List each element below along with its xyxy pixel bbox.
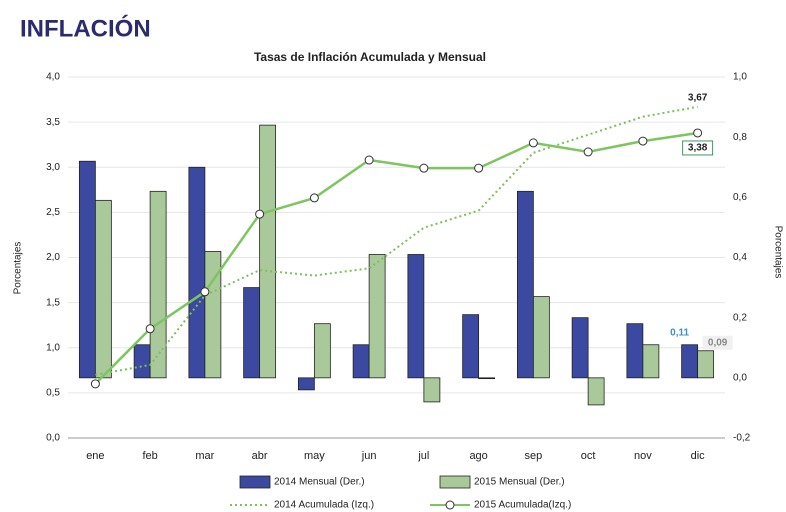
value-label-box [682, 140, 714, 156]
value-label: 0,11 [670, 327, 689, 338]
chart-title: Tasas de Inflación Acumulada y Mensual [254, 50, 486, 64]
marker [528, 138, 538, 148]
bar [188, 166, 206, 379]
marker [583, 147, 593, 157]
marker [309, 193, 319, 203]
legend-swatch [239, 475, 271, 489]
bar [133, 344, 151, 379]
marker [145, 324, 155, 334]
x-tick-label: jul [417, 450, 429, 462]
x-tick-label: dic [691, 450, 706, 462]
y2-tick-label: 0,2 [733, 312, 747, 323]
x-tick-label: nov [634, 450, 652, 462]
bar [478, 377, 496, 380]
x-tick-label: ene [86, 450, 104, 462]
y-tick-label: 1,5 [46, 297, 60, 308]
bar [204, 251, 222, 379]
marker [419, 163, 429, 173]
legend-swatch [439, 475, 471, 489]
y-tick-label: 2,0 [46, 252, 60, 263]
y-tick-label: 0,5 [46, 388, 60, 399]
marker [474, 163, 484, 173]
x-tick-label: ago [469, 450, 487, 462]
marker [90, 379, 100, 389]
legend-label: 2015 Acumulada(Izq.) [474, 500, 571, 511]
y2-tick-label: 0,6 [733, 192, 747, 203]
x-tick-label: may [304, 450, 325, 462]
x-tick-label: abr [252, 450, 268, 462]
bar [681, 344, 699, 379]
bar [516, 190, 534, 379]
marker [200, 287, 210, 297]
y2-tick-label: 0,4 [733, 252, 747, 263]
y2-tick-label: 0,8 [733, 132, 747, 143]
y-tick-label: 4,0 [46, 72, 60, 83]
x-tick-label: jun [361, 450, 377, 462]
y-tick-label: 3,0 [46, 162, 60, 173]
value-label: 3,38 [688, 143, 708, 154]
bar [571, 317, 589, 379]
bar [697, 350, 715, 379]
legend-label: 2014 Mensual (Der.) [274, 477, 365, 488]
value-label: 0,09 [708, 337, 728, 348]
x-tick-label: sep [525, 450, 543, 462]
marker [638, 136, 648, 146]
y2-axis-label: Porcentajes [772, 226, 783, 279]
page-title: INFLACIÓN [20, 14, 151, 42]
y-axis-label: Porcentajes [13, 242, 24, 295]
bar [352, 344, 370, 379]
y2-tick-label: 0,0 [733, 372, 747, 383]
value-label-box [702, 335, 733, 350]
y2-tick-label: -0,2 [733, 433, 751, 444]
bar [407, 254, 425, 379]
bar [243, 287, 261, 379]
bar [259, 124, 277, 379]
y-tick-label: 3,5 [46, 117, 60, 128]
value-label: 3,67 [688, 92, 708, 103]
y-tick-label: 1,0 [46, 342, 60, 353]
bar [462, 314, 480, 379]
legend-marker [445, 500, 455, 510]
y2-tick-label: 1,0 [733, 72, 747, 83]
bar [532, 296, 550, 379]
legend-label: 2015 Mensual (Der.) [474, 477, 565, 488]
marker [693, 128, 703, 138]
bar [297, 377, 315, 391]
bar [642, 344, 660, 379]
bar [368, 254, 386, 379]
bar [78, 160, 96, 379]
x-tick-label: mar [195, 450, 214, 462]
legend-label: 2014 Acumulada (Izq.) [274, 500, 374, 511]
bar [626, 323, 644, 379]
y-tick-label: 0,0 [46, 433, 60, 444]
bar [423, 377, 441, 403]
line [94, 131, 698, 385]
bar [313, 323, 331, 379]
bar [587, 377, 605, 406]
bar [149, 190, 167, 379]
marker [364, 155, 374, 165]
x-tick-label: oct [581, 450, 596, 462]
bar [94, 199, 112, 379]
y-tick-label: 2,5 [46, 207, 60, 218]
x-tick-label: feb [142, 450, 157, 462]
marker [255, 209, 265, 219]
